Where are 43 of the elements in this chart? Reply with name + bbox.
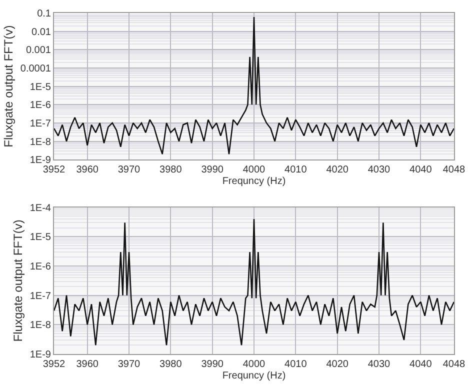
y-tick-label: 1E-8 xyxy=(30,320,52,332)
x-tick-label: 4030 xyxy=(368,359,391,370)
y-tick-label: 0.001 xyxy=(26,45,52,56)
y-tick-label: 1E-7 xyxy=(30,290,52,302)
y-tick-label: 1E-5 xyxy=(30,232,52,244)
x-tick-label: 4010 xyxy=(284,359,308,370)
x-tick-label: 4030 xyxy=(368,164,391,176)
x-axis-title: Frequncy (Hz) xyxy=(222,176,286,188)
y-tick-label: 1E-5 xyxy=(30,82,52,93)
y-tick-label: 1E-6 xyxy=(30,100,52,112)
x-tick-label: 4048 xyxy=(442,359,466,370)
x-tick-label: 4000 xyxy=(242,164,266,176)
y-axis-title: Fluxgate output FFT(v) xyxy=(2,25,16,148)
x-tick-label: 4010 xyxy=(284,164,308,176)
y-tick-label: 0.0001 xyxy=(20,63,52,74)
y-tick-label: 1E-8 xyxy=(30,136,52,148)
y-tick-label: 1E-4 xyxy=(30,202,52,214)
y-tick-label: 1E-9 xyxy=(30,155,52,166)
x-tick-label: 3980 xyxy=(160,164,182,176)
x-tick-label: 3970 xyxy=(118,359,141,370)
x-tick-label: 4040 xyxy=(410,164,432,176)
y-tick-label: 1E-7 xyxy=(30,118,52,130)
x-tick-label: 3990 xyxy=(201,359,224,370)
y-axis-title: Fluxgate output FFT(v) xyxy=(11,220,26,342)
x-tick-label: 3960 xyxy=(76,359,99,370)
x-tick-label: 3990 xyxy=(201,164,224,176)
x-tick-label: 3952 xyxy=(42,359,66,370)
y-tick-label: 0.01 xyxy=(32,26,52,38)
x-tick-label: 4020 xyxy=(326,164,349,176)
x-axis-title: Frequncy (Hz) xyxy=(222,370,286,382)
x-tick-label: 3970 xyxy=(118,164,141,176)
x-tick-label: 4000 xyxy=(242,359,266,370)
x-tick-label: 3960 xyxy=(76,164,99,176)
x-tick-label: 3980 xyxy=(160,359,182,370)
x-tick-label: 4048 xyxy=(442,164,466,176)
x-tick-label: 3952 xyxy=(42,164,66,176)
line-series xyxy=(54,218,454,346)
y-tick-label: 1E-6 xyxy=(30,262,52,273)
x-tick-label: 4040 xyxy=(410,359,432,370)
y-tick-label: 0.1 xyxy=(37,8,52,20)
y-tick-label: 1E-9 xyxy=(30,350,52,360)
x-tick-label: 4020 xyxy=(326,359,349,370)
line-series xyxy=(54,16,454,155)
